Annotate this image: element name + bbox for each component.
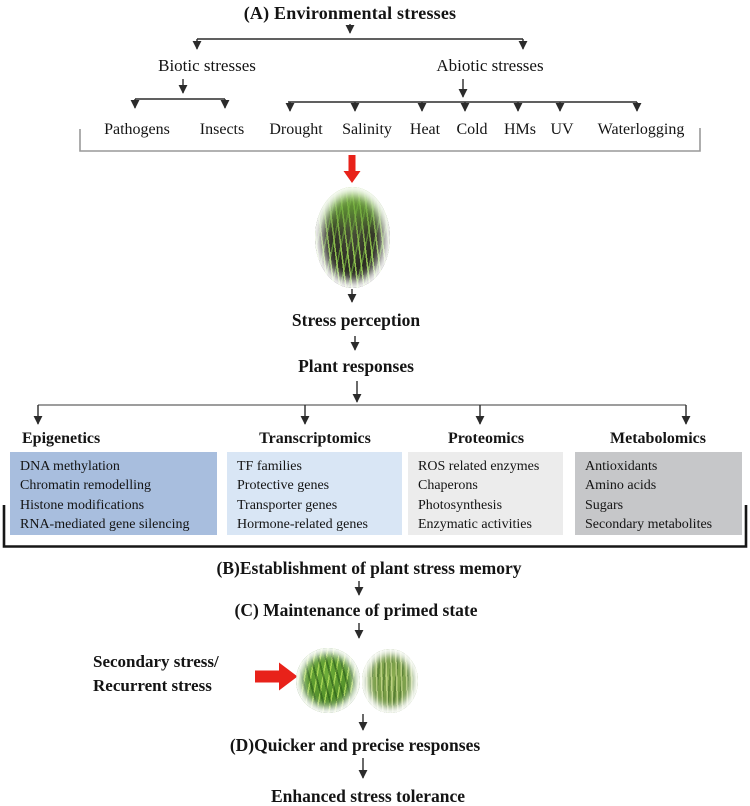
- top-bracket: [79, 128, 701, 152]
- biotic-stresses-label: Biotic stresses: [158, 56, 256, 75]
- omics-item: Histone modifications: [20, 497, 145, 513]
- omics-item: Sugars: [585, 497, 624, 513]
- omics-item: RNA-mediated gene silencing: [20, 517, 190, 533]
- stress-leaf-insects: Insects: [199, 121, 245, 138]
- red-right-arrow: [255, 662, 298, 691]
- stress-leaf-waterlogging: Waterlogging: [597, 121, 685, 138]
- abiotic-stresses-label: Abiotic stresses: [436, 56, 544, 75]
- omics-item: Transporter genes: [237, 497, 338, 513]
- secondary-stress-label: Secondary stress/ Recurrent stress: [93, 650, 219, 698]
- stress-leaf-drought: Drought: [269, 121, 323, 138]
- panel-b-title: (B)Establishment of plant stress memory: [216, 558, 522, 578]
- stress-leaf-heat: Heat: [409, 121, 441, 138]
- primed-plant-photo: [296, 648, 360, 713]
- bottom-bracket: [2, 505, 748, 548]
- omics-item: DNA methylation: [20, 459, 120, 474]
- omics-branch-lines: [33, 404, 691, 425]
- recurrent-stress-plant-photo: [362, 649, 418, 713]
- proteomics-header: Proteomics: [447, 430, 525, 447]
- omics-item: Antioxidants: [585, 459, 658, 474]
- metabolomics-box: Antioxidants Amino acids Sugars Secondar…: [575, 452, 742, 535]
- omics-item: Enzymatic activities: [418, 517, 532, 533]
- stress-leaf-pathogens: Pathogens: [104, 121, 170, 138]
- central-flow-lines: [347, 289, 362, 403]
- panel-c-title: (C) Maintenance of primed state: [234, 600, 478, 620]
- plant-responses-label: Plant responses: [298, 356, 414, 376]
- secondary-stress-line2: Recurrent stress: [93, 676, 212, 695]
- seedling-photo: [315, 187, 390, 288]
- proteomics-box: ROS related enzymes Chaperons Photosynth…: [408, 452, 563, 535]
- omics-item: Chromatin remodelling: [20, 478, 152, 494]
- lower-flow-lines: [354, 581, 368, 779]
- omics-item: Chaperons: [418, 478, 478, 494]
- panel-d-title: (D)Quicker and precise responses: [229, 735, 481, 755]
- stress-leaf-salinity: Salinity: [342, 121, 392, 138]
- red-down-arrow: [343, 155, 361, 183]
- metabolomics-header: Metabolomics: [610, 430, 706, 447]
- omics-item: Protective genes: [237, 478, 330, 494]
- stress-leaf-hms: HMs: [503, 121, 537, 138]
- stress-perception-label: Stress perception: [291, 310, 421, 330]
- environmental-stress-tree-lines: [130, 24, 642, 112]
- transcriptomics-header: Transcriptomics: [259, 430, 371, 447]
- epigenetics-header: Epigenetics: [22, 430, 101, 447]
- final-outcome-label: Enhanced stress tolerance: [270, 786, 466, 806]
- omics-item: Amino acids: [585, 478, 657, 494]
- transcriptomics-box: TF families Protective genes Transporter…: [227, 452, 402, 535]
- omics-item: ROS related enzymes: [418, 459, 540, 474]
- epigenetics-box: DNA methylation Chromatin remodelling Hi…: [10, 452, 217, 535]
- secondary-stress-line1: Secondary stress/: [93, 652, 219, 671]
- stress-leaf-cold: Cold: [456, 121, 488, 138]
- omics-item: TF families: [237, 459, 302, 474]
- panel-a-title: (A) Environmental stresses: [243, 3, 457, 23]
- omics-item: Hormone-related genes: [237, 517, 368, 533]
- omics-item: Photosynthesis: [418, 497, 503, 513]
- stress-leaf-uv: UV: [550, 121, 574, 138]
- omics-item: Secondary metabolites: [585, 517, 713, 533]
